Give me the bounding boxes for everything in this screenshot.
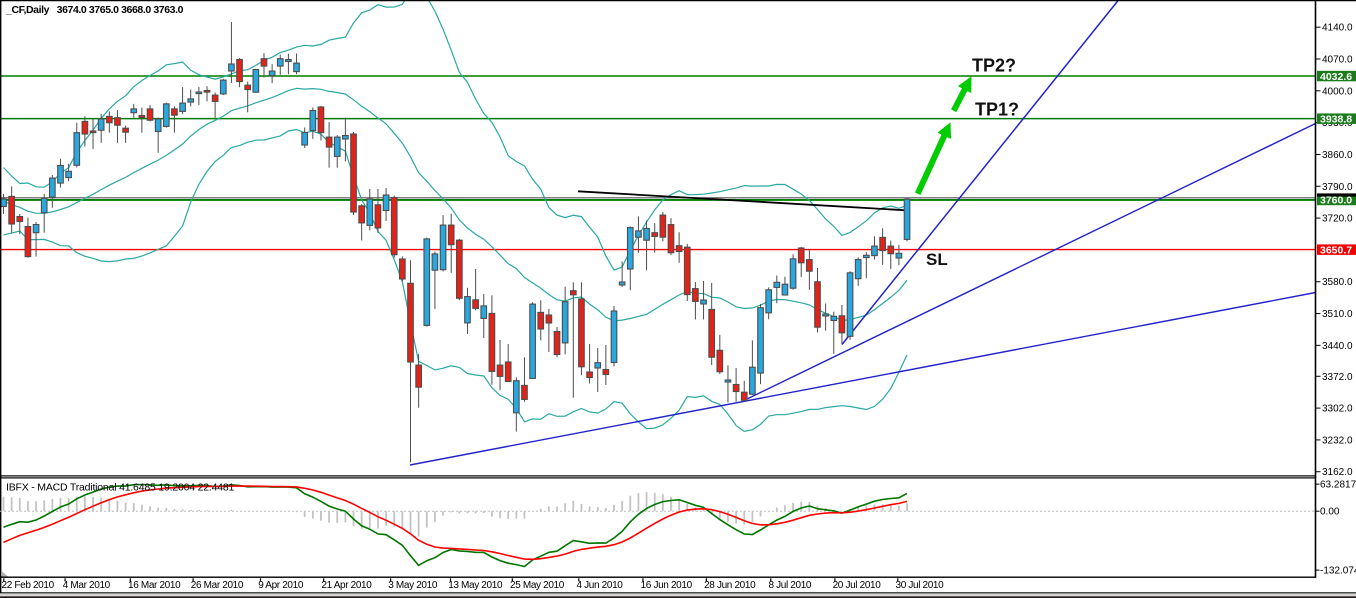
svg-text:4140.0: 4140.0 bbox=[1322, 23, 1353, 34]
svg-text:9 Apr 2010: 9 Apr 2010 bbox=[258, 580, 304, 591]
svg-text:TP1?: TP1? bbox=[975, 100, 1019, 120]
svg-text:3790.0: 3790.0 bbox=[1322, 182, 1353, 193]
svg-text:3 May 2010: 3 May 2010 bbox=[388, 580, 438, 591]
svg-text:4032.6: 4032.6 bbox=[1320, 71, 1352, 83]
svg-text:3938.8: 3938.8 bbox=[1320, 113, 1352, 125]
svg-text:TP2?: TP2? bbox=[972, 56, 1016, 76]
svg-text:25 May 2010: 25 May 2010 bbox=[510, 580, 565, 591]
svg-text:3760.0: 3760.0 bbox=[1320, 195, 1352, 207]
svg-text:4000.0: 4000.0 bbox=[1322, 86, 1353, 97]
svg-text:63.2817: 63.2817 bbox=[1320, 480, 1356, 491]
svg-text:26 Mar 2010: 26 Mar 2010 bbox=[191, 580, 244, 591]
svg-text:3510.0: 3510.0 bbox=[1322, 309, 1353, 320]
svg-text:3860.0: 3860.0 bbox=[1322, 150, 1353, 161]
svg-text:3720.0: 3720.0 bbox=[1322, 214, 1353, 225]
svg-text:4070.0: 4070.0 bbox=[1322, 55, 1353, 66]
svg-text:3162.0: 3162.0 bbox=[1322, 467, 1353, 478]
svg-text:28 Jun 2010: 28 Jun 2010 bbox=[704, 580, 756, 591]
svg-text:13 May 2010: 13 May 2010 bbox=[448, 580, 503, 591]
svg-text:3440.0: 3440.0 bbox=[1322, 341, 1353, 352]
svg-text:4 Mar 2010: 4 Mar 2010 bbox=[63, 580, 111, 591]
svg-text:0.00: 0.00 bbox=[1320, 507, 1340, 518]
svg-text:3650.7: 3650.7 bbox=[1320, 244, 1352, 256]
svg-text:IBFX - MACD Traditional 41.648: IBFX - MACD Traditional 41.6485 19.2004 … bbox=[6, 482, 235, 494]
svg-text:22 Feb 2010: 22 Feb 2010 bbox=[2, 580, 55, 591]
svg-text:16 Jun 2010: 16 Jun 2010 bbox=[641, 580, 693, 591]
svg-text:20 Jul 2010: 20 Jul 2010 bbox=[833, 580, 882, 591]
svg-text:3302.0: 3302.0 bbox=[1322, 404, 1353, 415]
svg-text:21 Apr 2010: 21 Apr 2010 bbox=[321, 580, 372, 591]
svg-text:3232.0: 3232.0 bbox=[1322, 435, 1353, 446]
svg-text:3372.0: 3372.0 bbox=[1322, 372, 1353, 383]
svg-text:_CF,Daily 3674.0 3765.0 3668: _CF,Daily 3674.0 3765.0 3668.0 3763.0 bbox=[5, 4, 184, 16]
svg-text:4 Jun 2010: 4 Jun 2010 bbox=[577, 580, 624, 591]
svg-text:30 Jul 2010: 30 Jul 2010 bbox=[896, 580, 945, 591]
svg-text:8 Jul 2010: 8 Jul 2010 bbox=[769, 580, 812, 591]
svg-text:3580.0: 3580.0 bbox=[1322, 277, 1353, 288]
svg-text:-132.074: -132.074 bbox=[1320, 566, 1356, 577]
svg-text:16 Mar 2010: 16 Mar 2010 bbox=[128, 580, 181, 591]
svg-text:SL: SL bbox=[926, 250, 948, 269]
